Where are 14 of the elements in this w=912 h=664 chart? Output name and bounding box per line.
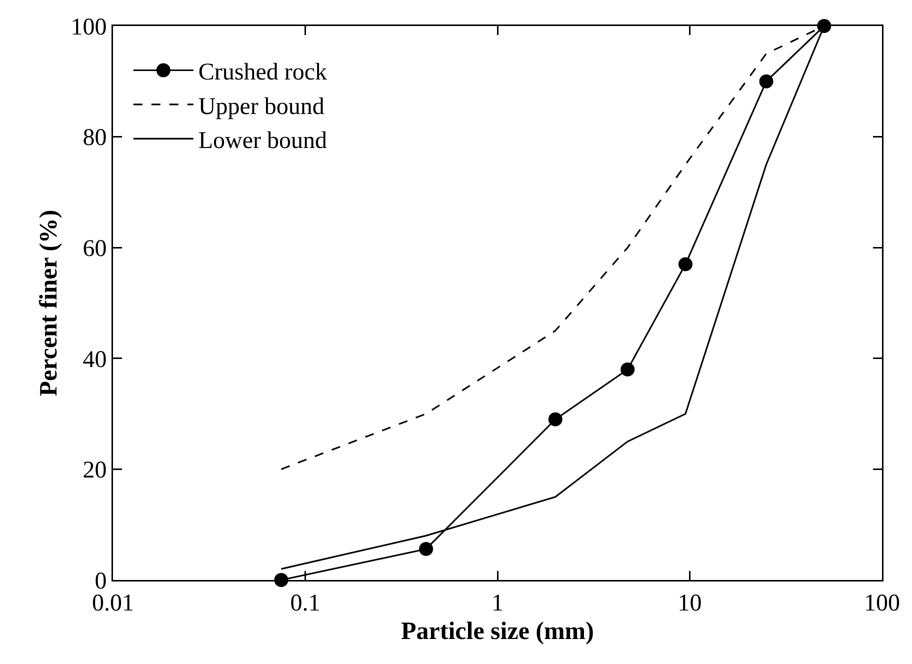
- legend-label: Upper bound: [198, 94, 324, 120]
- x-tick-label: 0.1: [290, 590, 320, 616]
- x-axis-title: Particle size (mm): [401, 618, 594, 646]
- y-tick-label: 80: [82, 125, 107, 152]
- legend-label: Lower bound: [198, 128, 328, 154]
- x-tick-label: 100: [864, 590, 900, 616]
- y-tick-label: 20: [82, 458, 107, 484]
- x-tick-label: 1: [492, 590, 504, 616]
- legend-label: Crushed rock: [198, 60, 328, 86]
- x-tick-label: 10: [678, 590, 702, 616]
- y-tick-label: 40: [82, 346, 107, 373]
- y-axis-title: Percent finer (%): [36, 210, 63, 396]
- y-tick-label: 60: [82, 236, 107, 262]
- y-tick-label: 100: [70, 14, 107, 40]
